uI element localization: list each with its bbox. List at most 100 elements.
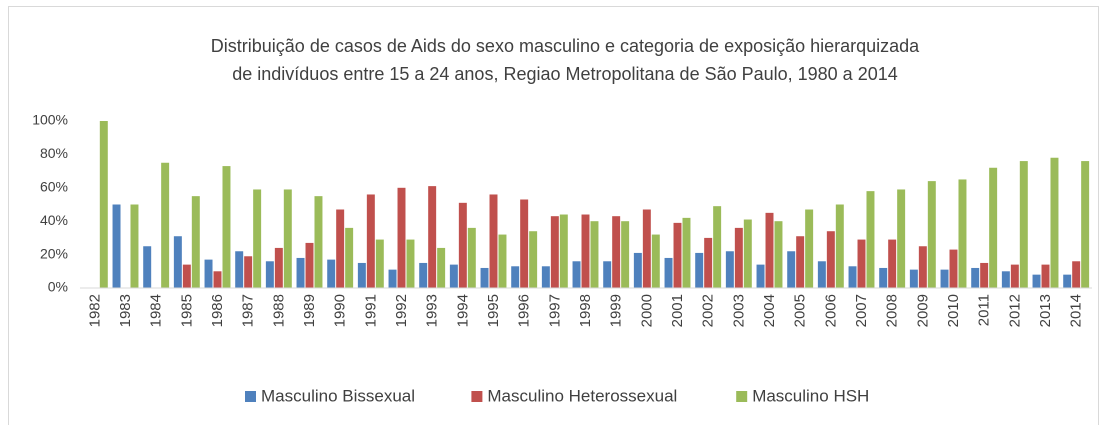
bar [222, 166, 231, 288]
chart-title: Distribuição de casos de Aids do sexo ma… [211, 36, 920, 56]
y-tick-label: 80% [40, 145, 68, 161]
bar [971, 267, 980, 288]
legend-label: Masculino Bissexual [261, 386, 415, 405]
x-tick-label: 2003 [730, 294, 747, 327]
chart-title: de indivíduos entre 15 a 24 anos, Regiao… [232, 64, 898, 84]
bar [274, 247, 283, 288]
legend-label: Masculino Heterossexual [487, 386, 677, 405]
bar [940, 269, 949, 288]
bar [958, 179, 967, 288]
bar [1041, 264, 1050, 288]
y-tick-label: 100% [32, 112, 68, 128]
bar [406, 239, 415, 288]
bar [765, 212, 774, 288]
bar [244, 256, 253, 288]
bar [664, 257, 673, 288]
bar [713, 206, 722, 288]
bar [848, 266, 857, 288]
bar [817, 261, 826, 288]
x-tick-label: 1997 [546, 294, 563, 327]
x-tick-label: 1992 [393, 294, 410, 327]
bar [857, 239, 866, 288]
bar [397, 187, 406, 288]
bar [182, 264, 191, 288]
x-tick-label: 1989 [301, 294, 318, 327]
bar [572, 261, 581, 288]
bar [756, 264, 765, 288]
x-tick-label: 1996 [516, 294, 533, 327]
bar [989, 167, 998, 288]
bar [581, 214, 590, 288]
bar [805, 209, 814, 288]
x-tick-label: 1993 [424, 294, 441, 327]
bar [835, 204, 844, 288]
x-tick-label: 2014 [1068, 294, 1085, 327]
x-tick-label: 1991 [362, 294, 379, 327]
bar [173, 236, 182, 288]
bar [112, 204, 121, 288]
bar [550, 216, 559, 288]
bar [345, 227, 354, 288]
bar [449, 264, 458, 288]
x-tick-label: 2005 [792, 294, 809, 327]
y-tick-label: 0% [48, 279, 68, 295]
bar [980, 262, 989, 288]
bar [130, 204, 139, 288]
legend-swatch [471, 391, 483, 402]
x-tick-label: 2010 [945, 294, 962, 327]
bar [734, 227, 743, 288]
bar [949, 249, 958, 288]
bar [235, 251, 244, 288]
bar [99, 121, 108, 288]
bar [725, 251, 734, 288]
x-tick-label: 2002 [700, 294, 717, 327]
bar [143, 246, 152, 288]
bar [1010, 264, 1019, 288]
x-tick-label: 1983 [117, 294, 134, 327]
bar [866, 191, 875, 288]
bar [695, 252, 704, 288]
x-tick-label: 2000 [638, 294, 655, 327]
bar [375, 239, 384, 288]
x-tick-label: 2006 [822, 294, 839, 327]
bar [480, 267, 489, 288]
chart-frame [8, 6, 1099, 425]
y-tick-label: 40% [40, 212, 68, 228]
bar [428, 186, 437, 288]
bar [336, 209, 345, 288]
bar [1019, 161, 1028, 288]
x-tick-label: 1984 [148, 294, 165, 327]
x-tick-label: 2009 [914, 294, 931, 327]
bar [489, 194, 498, 288]
x-tick-label: 2001 [669, 294, 686, 327]
x-tick-label: 2004 [761, 294, 778, 327]
bar [796, 236, 805, 288]
bar [918, 246, 927, 288]
bar [520, 199, 529, 288]
x-tick-label: 1987 [240, 294, 257, 327]
bar [529, 231, 538, 288]
x-tick-label: 1994 [454, 294, 471, 327]
bar [704, 237, 713, 288]
bar [253, 189, 262, 288]
bar [787, 251, 796, 288]
bar [1063, 274, 1072, 288]
bar [314, 196, 323, 288]
bar [682, 217, 691, 288]
bar [927, 181, 936, 288]
bar [1072, 261, 1081, 288]
x-tick-label: 1988 [270, 294, 287, 327]
bar [888, 239, 897, 288]
bar [603, 261, 612, 288]
x-tick-label: 2012 [1006, 294, 1023, 327]
bar [673, 222, 682, 288]
x-tick-label: 1995 [485, 294, 502, 327]
bar [296, 257, 305, 288]
x-tick-label: 1990 [332, 294, 349, 327]
bar [357, 262, 366, 288]
bar [498, 234, 507, 288]
x-tick-label: 1999 [608, 294, 625, 327]
legend-swatch [245, 391, 256, 402]
bar [327, 259, 336, 288]
